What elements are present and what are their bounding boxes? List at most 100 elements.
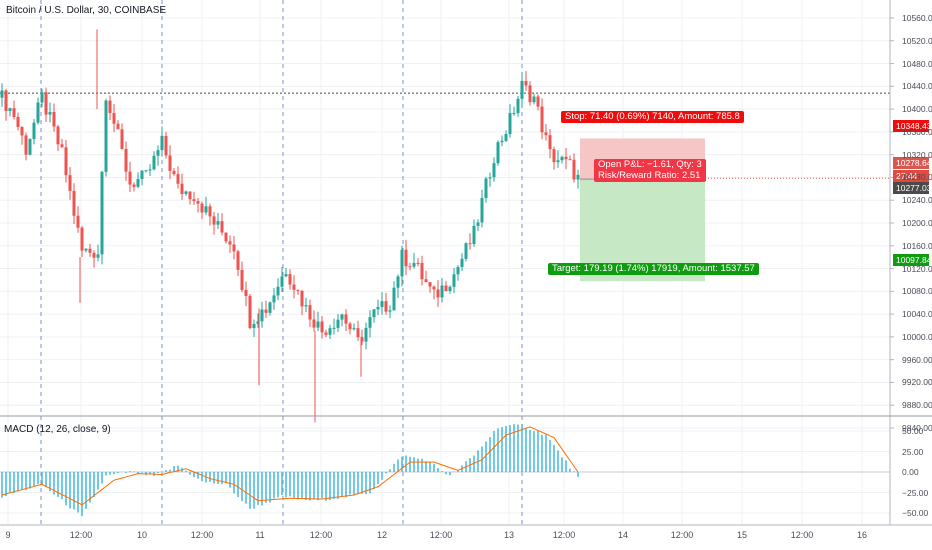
candle-body [468,243,472,245]
candle-body [484,178,488,199]
candle-body [248,295,252,329]
pnl-line: Open P&L: −1.61, Qty: 3 [598,159,702,170]
candle-body [96,254,100,258]
candle-body [436,289,440,298]
candle-body [224,232,228,242]
stop-price-tag: 10348.43 [893,120,931,132]
y-tick-label: 9960.00 [902,354,932,365]
candle-body [56,126,60,145]
candle-body [276,286,280,296]
candle-body [28,139,32,155]
y-tick-label: 9920.00 [902,377,932,388]
candle-body [164,135,168,156]
entry-price-tag: 10277.03 [893,182,931,194]
candle-body [296,289,300,291]
x-tick-label: 15 [736,530,748,540]
candle-body [308,305,312,320]
candle-body [408,266,412,268]
candle-body [132,184,136,187]
current-price-tag: 10278.64 [893,157,931,169]
candle-body [528,85,532,103]
candle-body [68,175,72,191]
countdown-tag: 27:44 [893,170,929,182]
candle-body [328,328,332,335]
candle-body [300,290,304,307]
candle-body [288,274,292,285]
candle-body [124,148,128,172]
candle-body [532,96,536,103]
x-tick-label: 16 [856,530,868,540]
candle-body [368,317,372,328]
candle-body [488,177,492,179]
candle-body [460,258,464,268]
candle-body [136,178,140,187]
pnl-label[interactable]: Open P&L: −1.61, Qty: 3 Risk/Reward Rati… [594,159,706,182]
candle-body [452,274,456,287]
macd-tick-label: −25.00 [902,487,929,498]
candle-body [500,140,504,143]
candle-body [552,149,556,163]
candle-body [516,98,520,114]
candle-body [344,314,348,324]
y-tick-label: 10280.00 [902,172,932,183]
candle-body [448,286,452,292]
candle-body [332,327,336,329]
candle-body [284,274,288,277]
candle-body [456,267,460,275]
candle-body [576,174,580,180]
candle-body [480,198,484,223]
candle-body [348,323,352,330]
candle-body [544,132,548,136]
candle-body [324,332,328,335]
y-tick-label: 9840.00 [902,423,932,433]
y-tick-label: 10080.00 [902,286,932,297]
candle-body [80,227,84,251]
candle-body [320,321,324,333]
candle-body [520,80,524,99]
candle-body [264,309,268,313]
candle-body [84,248,88,251]
candle-body [24,135,28,155]
candle-body [92,252,96,258]
x-tick-label: 12:00 [190,530,214,540]
candle-body [160,135,164,151]
candle-body [120,129,124,149]
y-tick-label: 9880.00 [902,400,932,411]
grid [0,0,890,525]
candle-body [4,90,8,111]
candle-body [272,295,276,303]
candle-body [112,112,116,124]
candle-body [512,113,516,115]
candle-body [416,262,420,264]
y-tick-label: 10520.00 [902,35,932,46]
candle-body [188,191,192,200]
candle-body [184,191,188,194]
candle-body [240,269,244,290]
candle-body [212,216,216,225]
candle-body [316,321,320,328]
candle-body [564,156,568,160]
candle-body [128,171,132,185]
symbol-title[interactable]: Bitcoin / U.S. Dollar, 30, COINBASE [6,5,167,16]
y-tick-label: 10240.00 [902,195,932,206]
risk-reward-line: Risk/Reward Ratio: 2.51 [598,169,701,181]
candle-body [428,282,432,287]
candle-body [180,183,184,194]
candle-body [256,321,260,324]
y-tick-label: 10120.00 [902,263,932,274]
candle-body [204,206,208,213]
macd-title[interactable]: MACD (12, 26, close, 9) [4,424,111,435]
candle-body [536,96,540,107]
target-label[interactable]: Target: 179.19 (1.74%) 17919, Amount: 15… [548,263,759,275]
candle-body [236,251,240,270]
stop-label[interactable]: Stop: 71.40 (0.69%) 7140, Amount: 785.8 [561,111,744,123]
candle-body [0,90,4,98]
candle-body [260,309,264,322]
y-tick-label: 10040.00 [902,309,932,320]
candle-body [196,201,200,204]
candle-body [384,301,388,312]
candle-body [508,113,512,135]
candle-body [8,108,12,111]
candle-body [492,163,496,178]
